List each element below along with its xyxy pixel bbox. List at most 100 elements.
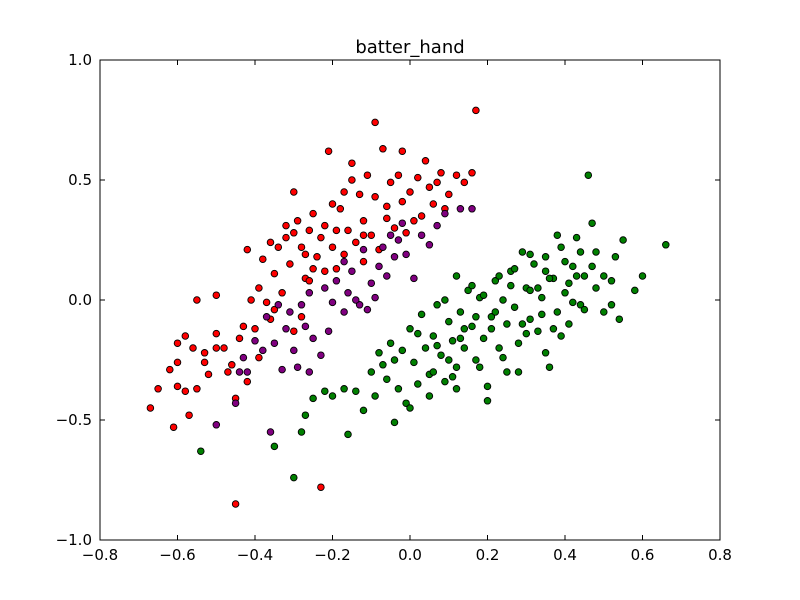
data-point-series-2-65 [572,233,581,242]
data-point-series-2-87 [475,363,484,371]
x-tick-label: −0.6 [159,546,195,564]
data-point-series-1-47 [340,308,348,316]
data-point-series-0-4 [173,382,182,391]
data-point-series-0-5 [173,358,182,367]
data-point-series-0-54 [363,171,372,179]
data-point-series-0-23 [255,284,263,292]
data-point-series-0-61 [390,224,399,232]
data-point-series-0-72 [445,190,453,199]
data-point-series-2-22 [406,325,414,333]
data-point-series-1-34 [386,231,395,239]
data-point-series-0-22 [251,325,259,333]
data-point-series-0-30 [282,221,290,230]
data-point-series-0-31 [286,260,294,268]
data-point-series-0-97 [398,147,407,155]
y-tick-label: −0.5 [56,411,92,429]
data-point-series-0-84 [181,332,190,340]
data-point-series-2-84 [514,368,523,376]
data-point-series-0-37 [305,226,314,235]
data-point-series-2-24 [414,380,422,388]
data-point-series-2-30 [437,351,445,359]
data-point-series-2-103 [441,296,449,304]
data-point-series-2-10 [352,387,360,395]
data-point-series-2-113 [479,291,488,299]
data-point-series-0-3 [169,423,178,431]
data-point-series-2-66 [576,301,585,309]
data-point-series-2-85 [541,349,550,357]
data-point-series-2-96 [545,274,554,283]
data-point-series-0-78 [297,313,306,321]
data-point-series-2-42 [483,382,492,391]
data-point-series-2-100 [569,298,577,307]
data-point-series-2-17 [386,339,395,347]
data-point-series-2-86 [503,368,511,376]
data-point-series-1-40 [417,231,426,239]
data-point-series-0-65 [406,188,414,196]
data-point-series-1-44 [456,205,465,213]
points-layer [146,106,670,508]
data-point-series-0-47 [336,205,345,213]
data-point-series-1-37 [398,219,407,227]
data-point-series-1-36 [394,236,403,244]
data-point-series-1-12 [282,325,290,333]
data-point-series-0-1 [154,385,162,393]
data-point-series-2-75 [615,315,624,323]
data-point-series-1-4 [243,368,252,376]
data-point-series-0-95 [433,178,441,187]
x-tick-label: 0.6 [631,546,655,564]
data-point-series-1-5 [251,337,259,345]
data-point-series-2-35 [456,308,465,316]
data-point-series-0-6 [173,339,182,347]
data-point-series-0-51 [352,238,360,247]
data-point-series-1-3 [239,353,248,362]
data-point-series-2-105 [429,368,438,376]
data-point-series-1-6 [259,346,267,355]
data-point-series-2-20 [398,346,407,355]
x-tick-label: −0.2 [314,546,350,564]
data-point-series-2-41 [479,334,488,343]
data-point-series-2-126 [607,277,616,285]
data-point-series-0-48 [340,250,348,259]
data-point-series-1-38 [402,250,410,259]
data-point-series-2-82 [452,385,461,393]
data-point-series-2-78 [662,241,670,249]
x-tick-label: 0.4 [553,546,577,564]
data-point-series-1-0 [212,421,221,429]
data-point-series-2-43 [487,313,496,321]
data-point-series-0-80 [247,296,255,304]
data-point-series-2-4 [301,411,310,419]
data-point-series-2-90 [460,325,469,333]
data-point-series-0-15 [212,291,221,299]
data-point-series-2-3 [297,428,306,436]
data-point-series-0-87 [243,245,252,254]
data-point-series-2-6 [321,387,329,395]
data-point-series-0-34 [293,217,302,225]
data-point-series-1-8 [266,428,275,436]
data-point-series-2-5 [309,394,317,403]
data-point-series-0-94 [410,217,418,225]
data-point-series-0-43 [324,147,333,155]
data-point-series-2-117 [565,279,573,287]
data-point-series-2-47 [503,320,511,328]
x-tick-label: −0.8 [82,546,118,564]
data-point-series-0-104 [359,257,368,266]
data-point-series-0-101 [255,353,263,362]
data-point-series-0-10 [193,385,201,393]
data-point-series-0-39 [313,253,321,261]
data-point-series-2-120 [472,313,480,321]
data-point-series-0-44 [328,200,337,208]
data-point-series-2-118 [580,305,589,314]
data-point-series-2-57 [541,253,550,261]
data-point-series-1-27 [355,301,364,309]
x-tick-label: 0.0 [398,546,422,564]
data-point-series-0-24 [259,255,267,263]
data-point-series-0-63 [398,197,407,206]
data-point-series-1-7 [262,313,271,321]
data-point-series-0-86 [371,118,379,127]
data-point-series-2-55 [534,327,542,335]
data-point-series-0-0 [146,404,155,412]
data-point-series-2-29 [433,301,441,309]
data-point-series-1-23 [332,277,341,285]
data-point-series-2-73 [611,253,620,261]
data-point-series-0-68 [421,157,430,165]
